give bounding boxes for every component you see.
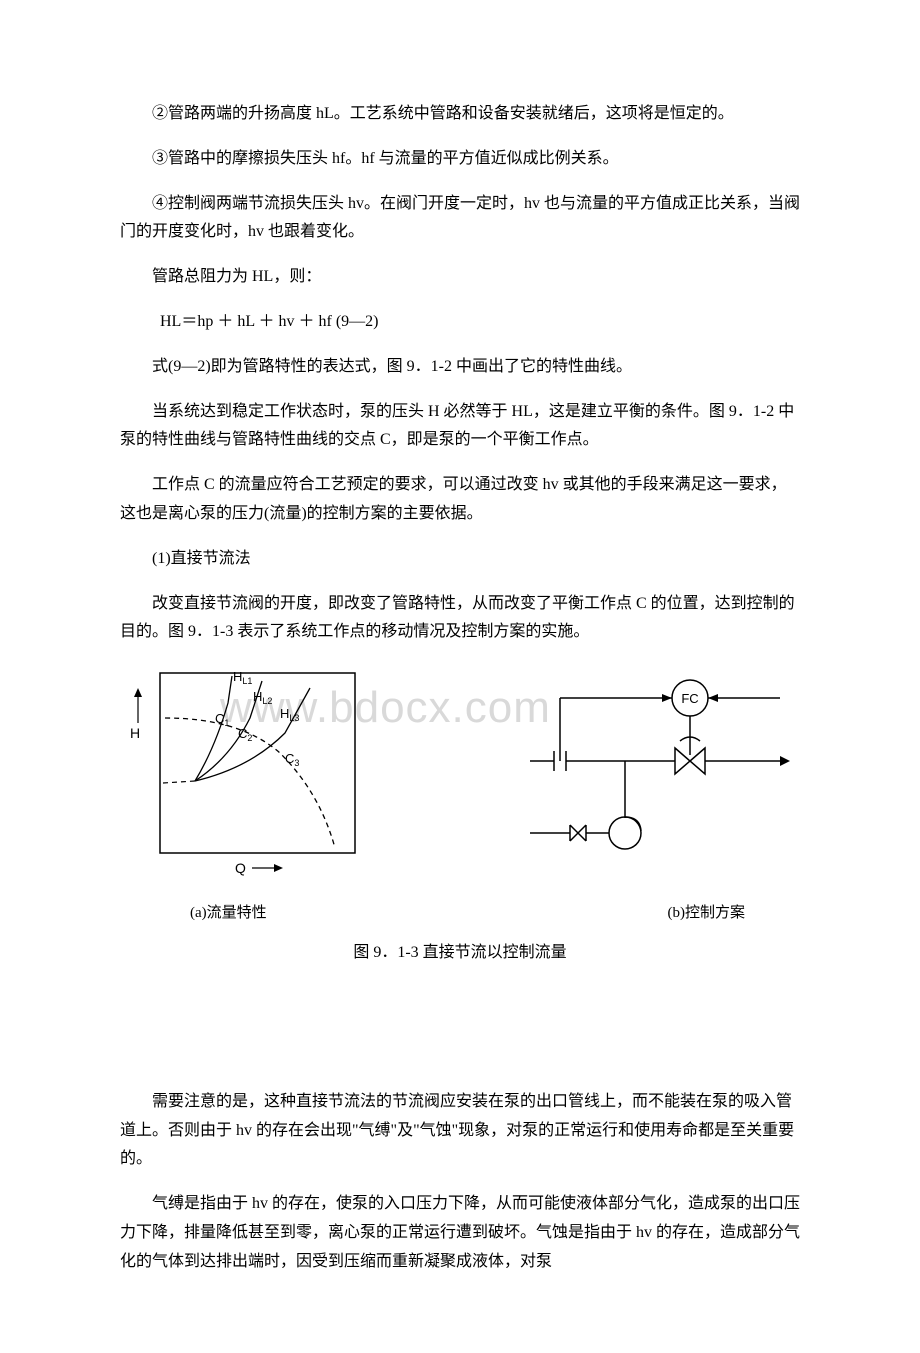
- paragraph-2: ②管路两端的升扬高度 hL。工艺系统中管路和设备安装就绪后，这项将是恒定的。: [120, 100, 800, 129]
- fc-left-arrow: [662, 694, 672, 702]
- paragraph-intro: 管路总阻力为 HL，则：: [120, 263, 800, 292]
- fc-right-arrow: [708, 694, 718, 702]
- paragraph-10: 需要注意的是，这种直接节流法的节流阀应安装在泵的出口管线上，而不能装在泵的吸入管…: [120, 1088, 800, 1174]
- paragraph-8: (1)直接节流法: [120, 545, 800, 574]
- fc-label: FC: [681, 691, 698, 706]
- hl2-label: HL2: [253, 689, 272, 706]
- chart-svg: H HL1 HL2 HL3 C1 C2 C: [120, 663, 370, 883]
- paragraph-11: 气缚是指由于 hv 的存在，使泵的入口压力下降，从而可能使液体部分气化，造成泵的…: [120, 1190, 800, 1276]
- formula-9-2: HL＝hp ＋ hL ＋ hv ＋ hf (9—2): [120, 308, 800, 337]
- figure-captions: (a)流量特性 (b)控制方案: [120, 900, 800, 927]
- x-axis-label: Q: [235, 860, 246, 876]
- paragraph-3: ③管路中的摩擦损失压头 hf。hf 与流量的平方值近似成比例关系。: [120, 145, 800, 174]
- caption-b: (b)控制方案: [668, 900, 746, 927]
- spacer: [120, 988, 800, 1088]
- c2-label: C2: [238, 726, 252, 743]
- y-axis-arrow-head: [134, 688, 142, 697]
- baseline-dash: [163, 781, 195, 783]
- figure-title: 图 9．1-3 直接节流以控制流量: [120, 939, 800, 968]
- y-axis-label: H: [130, 725, 140, 741]
- paragraph-6: 当系统达到稳定工作状态时，泵的压头 H 必然等于 HL，这是建立平衡的条件。图 …: [120, 398, 800, 456]
- caption-a: (a)流量特性: [190, 900, 267, 927]
- hl3-label: HL3: [280, 706, 299, 723]
- figure-panels: H HL1 HL2 HL3 C1 C2 C: [120, 663, 800, 894]
- x-axis-arrow-head: [274, 864, 283, 872]
- paragraph-9: 改变直接节流阀的开度，即改变了管路特性，从而改变了平衡工作点 C 的位置，达到控…: [120, 590, 800, 648]
- pump-outlet-curve: [625, 817, 641, 831]
- control-valve-left: [675, 748, 690, 774]
- paragraph-4: ④控制阀两端节流损失压头 hv。在阀门开度一定时，hv 也与流量的平方值成正比关…: [120, 190, 800, 248]
- c3-label: C3: [285, 751, 299, 768]
- manual-valve-icon: [570, 825, 586, 841]
- paragraph-7: 工作点 C 的流量应符合工艺预定的要求，可以通过改变 hv 或其他的手段来满足这…: [120, 471, 800, 529]
- paragraph-5: 式(9—2)即为管路特性的表达式，图 9．1-2 中画出了它的特性曲线。: [120, 353, 800, 382]
- schematic-svg: FC: [520, 673, 800, 873]
- pipe-out-arrow: [780, 756, 790, 766]
- control-schematic: FC: [520, 673, 800, 884]
- pump-icon: [609, 817, 641, 849]
- control-valve-right: [690, 748, 705, 774]
- flow-characteristic-chart: H HL1 HL2 HL3 C1 C2 C: [120, 663, 370, 894]
- figure-9-1-3: www.bdocx.com H: [120, 663, 800, 968]
- hl1-label: HL1: [233, 669, 252, 686]
- hl1-curve: [195, 676, 232, 781]
- c1-label: C1: [215, 711, 229, 728]
